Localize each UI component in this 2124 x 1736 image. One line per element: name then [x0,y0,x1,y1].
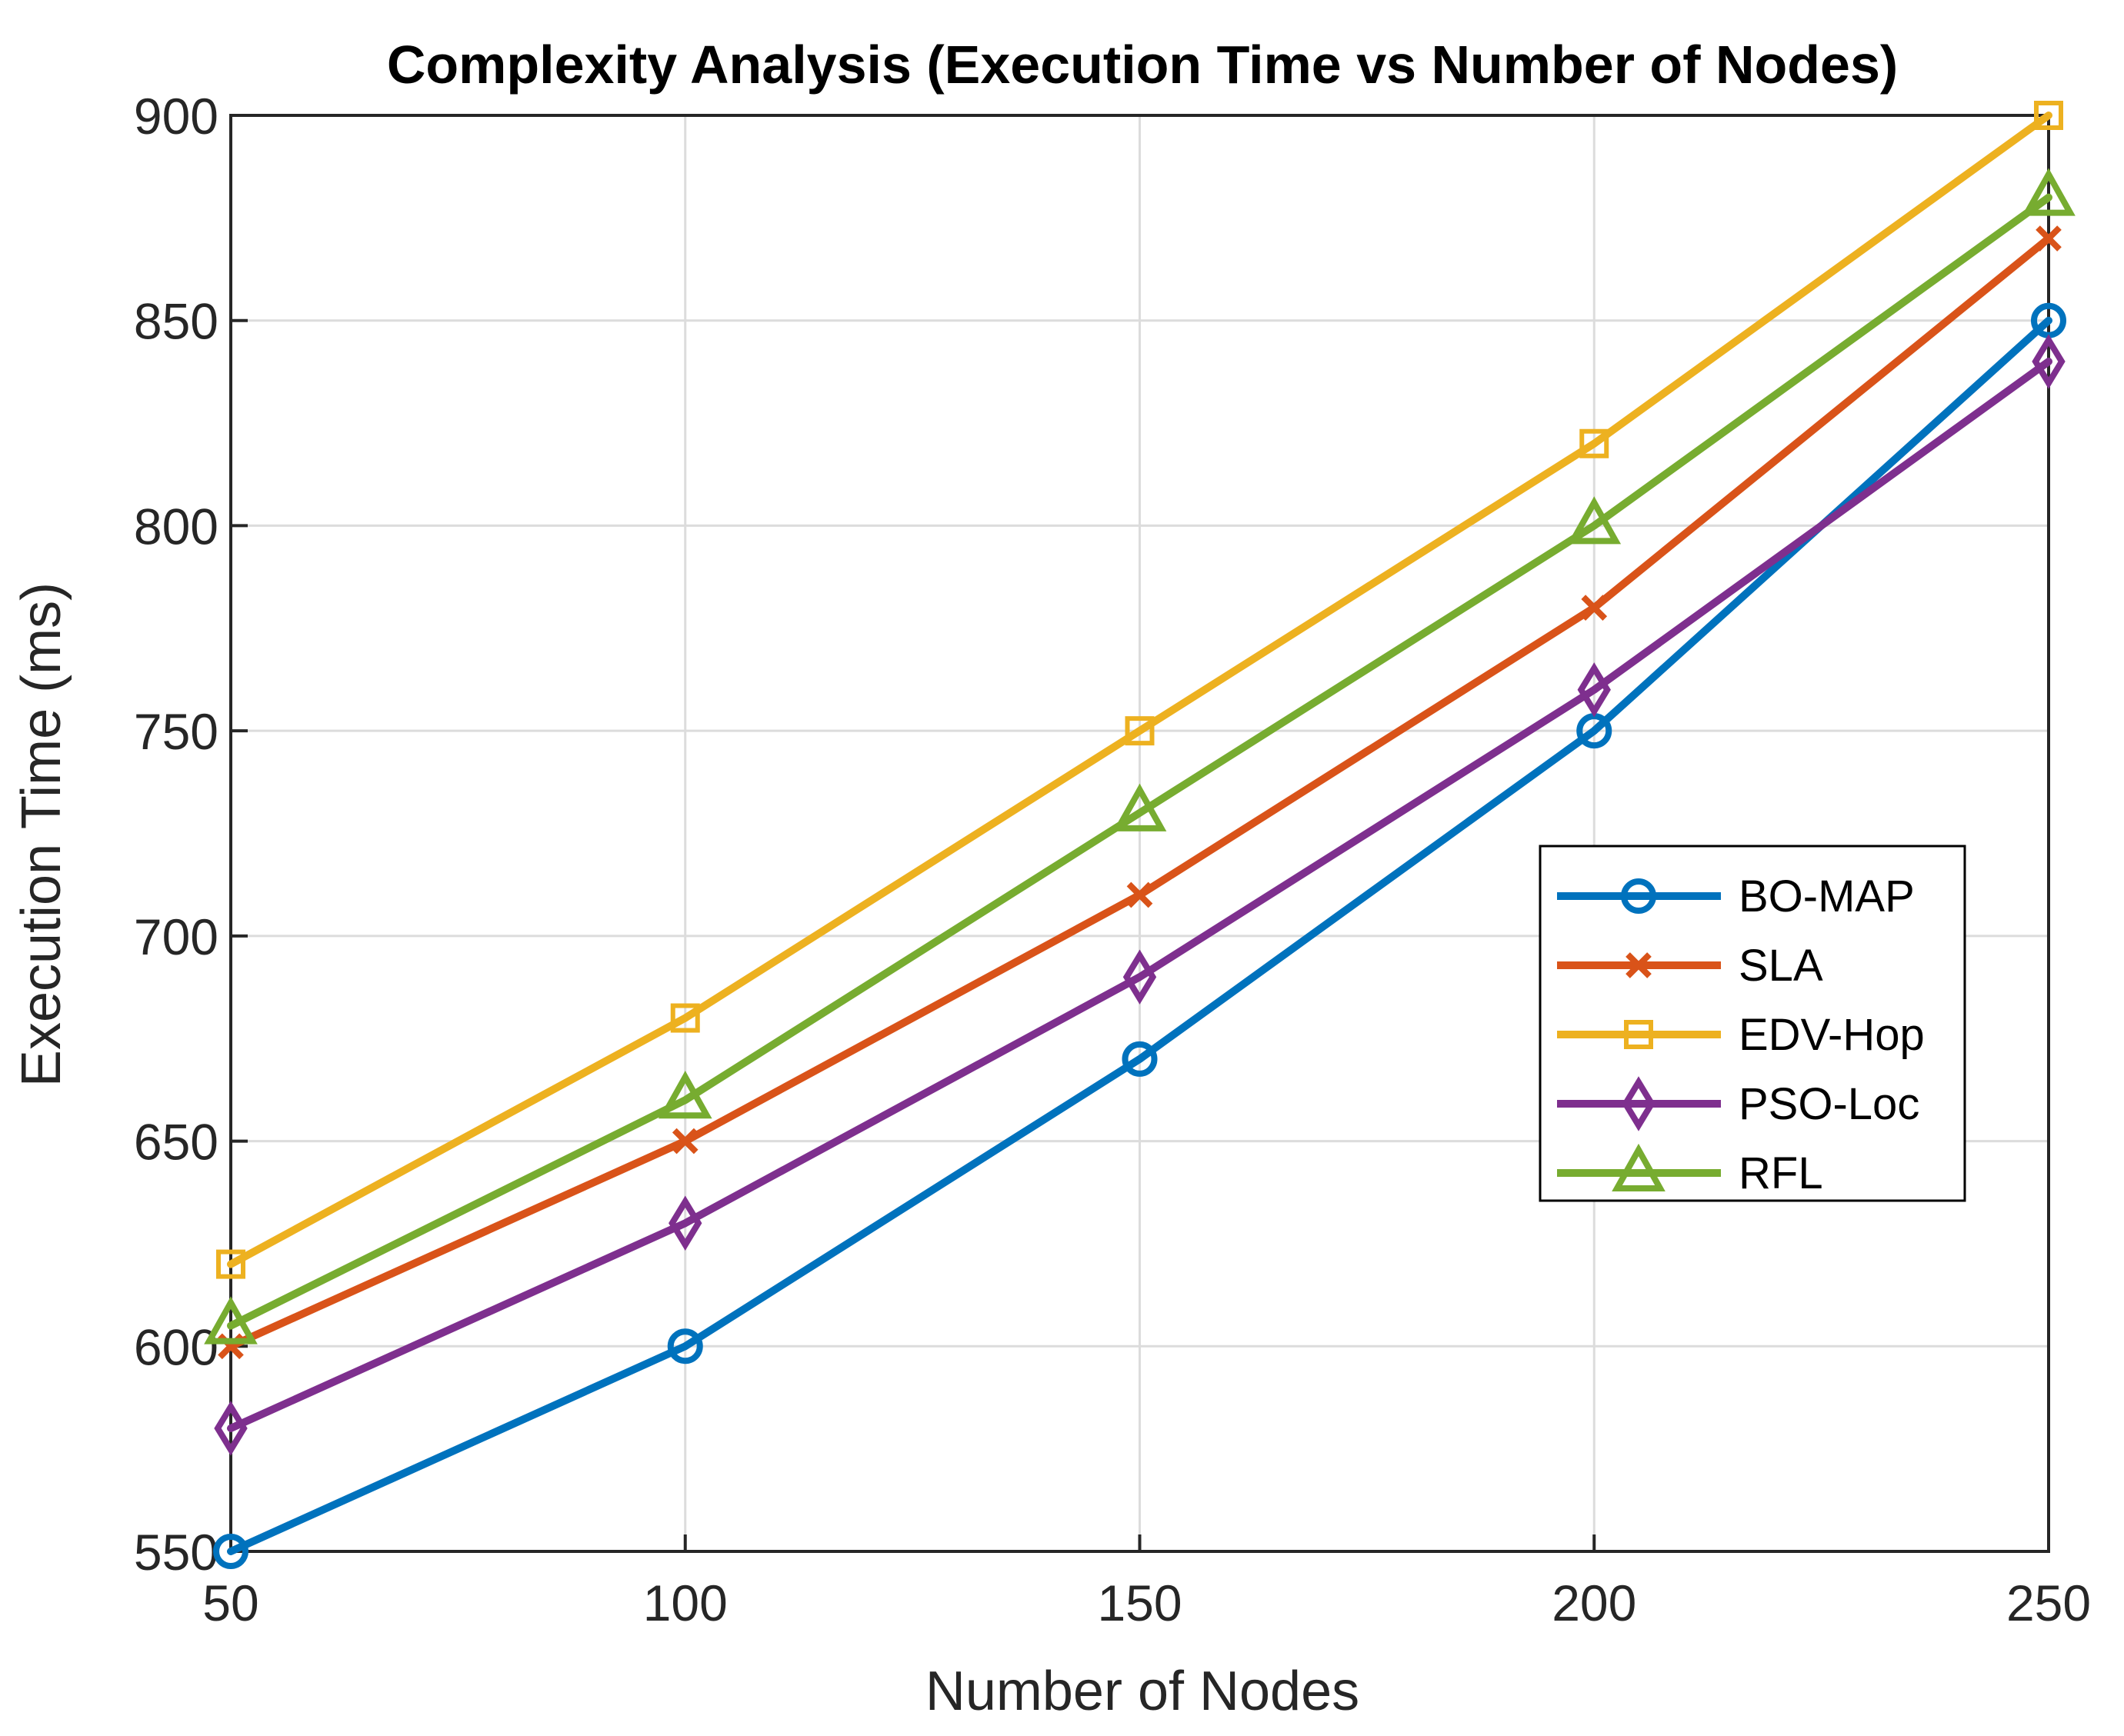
legend-item-bo-map: BO-MAP [1557,871,1915,921]
series-line-pso-loc [227,358,2052,1432]
data-point-sla [1126,881,1153,908]
data-point-rfl [204,1296,258,1344]
data-point-sla-stroke [1126,881,1153,908]
data-point-rfl [1567,496,1622,545]
series-rfl [204,168,2076,1344]
data-point-rfl [2022,168,2076,216]
legend-marker-rfl [1612,1143,1666,1191]
data-point-rfl [658,1071,712,1119]
y-axis-label: Execution Time (ms) [11,582,72,1087]
legend-marker-pso-loc [1622,1076,1656,1131]
legend-marker-sla [1626,952,1652,978]
data-point-sla [2036,225,2062,252]
series-sla [218,225,2062,1360]
legend-label: RFL [1739,1148,1823,1198]
data-point-edv-hop [2034,101,2063,130]
legend-box [1539,845,1966,1202]
legend-item-pso-loc: PSO-Loc [1557,1076,1919,1131]
data-point-pso-loc [2032,334,2066,389]
series-line-edv-hop [227,112,2052,1268]
x-tick-label: 100 [643,1574,728,1631]
legend-marker-sla-stroke [1626,952,1652,978]
data-point-pso-loc [1122,949,1157,1005]
y-tick-label: 850 [134,293,218,350]
series-edv-hop [216,101,2063,1279]
legend-item-edv-hop: EDV-Hop [1557,1010,1925,1060]
data-point-sla-stroke [2036,225,2062,252]
data-point-bo-map [1122,1041,1158,1077]
x-tick-label: 50 [202,1574,258,1631]
y-tick-label: 700 [134,908,218,965]
data-point-edv-hop [216,1249,245,1279]
y-tick-label: 650 [134,1114,218,1171]
y-tick-label: 900 [134,88,218,145]
data-point-bo-map [213,1534,248,1569]
legend-label: PSO-Loc [1739,1079,1919,1129]
data-point-sla-stroke [672,1128,699,1155]
data-point-rfl [1112,783,1167,831]
data-point-bo-map [667,1328,703,1364]
x-tick-label: 200 [1552,1574,1636,1631]
y-tick-label: 750 [134,703,218,760]
series-line-bo-map [227,316,2052,1555]
legend-label: BO-MAP [1739,871,1915,921]
series-pso-loc [214,334,2066,1456]
x-axis-label: Number of Nodes [925,1661,1359,1722]
data-point-edv-hop [1579,428,1609,458]
data-point-edv-hop [1125,716,1155,746]
series-line-rfl [227,193,2052,1330]
x-tick-label: 250 [2006,1574,2091,1631]
data-point-sla [672,1128,699,1155]
legend-item-rfl: RFL [1557,1143,1823,1198]
y-tick-label: 550 [134,1524,218,1581]
legend: BO-MAP SLA EDV-Hop PSO-Loc RFL [1539,845,1966,1202]
legend-label: SLA [1739,941,1823,991]
data-point-sla-stroke [1581,595,1608,621]
y-tick-label: 800 [134,498,218,555]
x-axis-ticks: 50 100 150 200 250 [202,1534,2091,1631]
y-axis-ticks: 550 600 650 700 750 800 850 900 [134,88,248,1581]
data-point-edv-hop [670,1003,700,1033]
legend-item-sla: SLA [1557,941,1823,991]
legend-marker-edv-hop [1624,1020,1653,1049]
data-point-pso-loc [1577,662,1611,718]
y-tick-label: 600 [134,1318,218,1375]
legend-label: EDV-Hop [1739,1010,1925,1060]
series-group [204,101,2076,1569]
data-point-pso-loc [214,1401,248,1456]
chart-title: Complexity Analysis (Execution Time vs N… [387,35,1898,95]
legend-marker-bo-map [1621,878,1656,914]
x-tick-label: 150 [1097,1574,1182,1631]
data-point-pso-loc [669,1195,702,1251]
data-point-sla [1581,595,1608,621]
